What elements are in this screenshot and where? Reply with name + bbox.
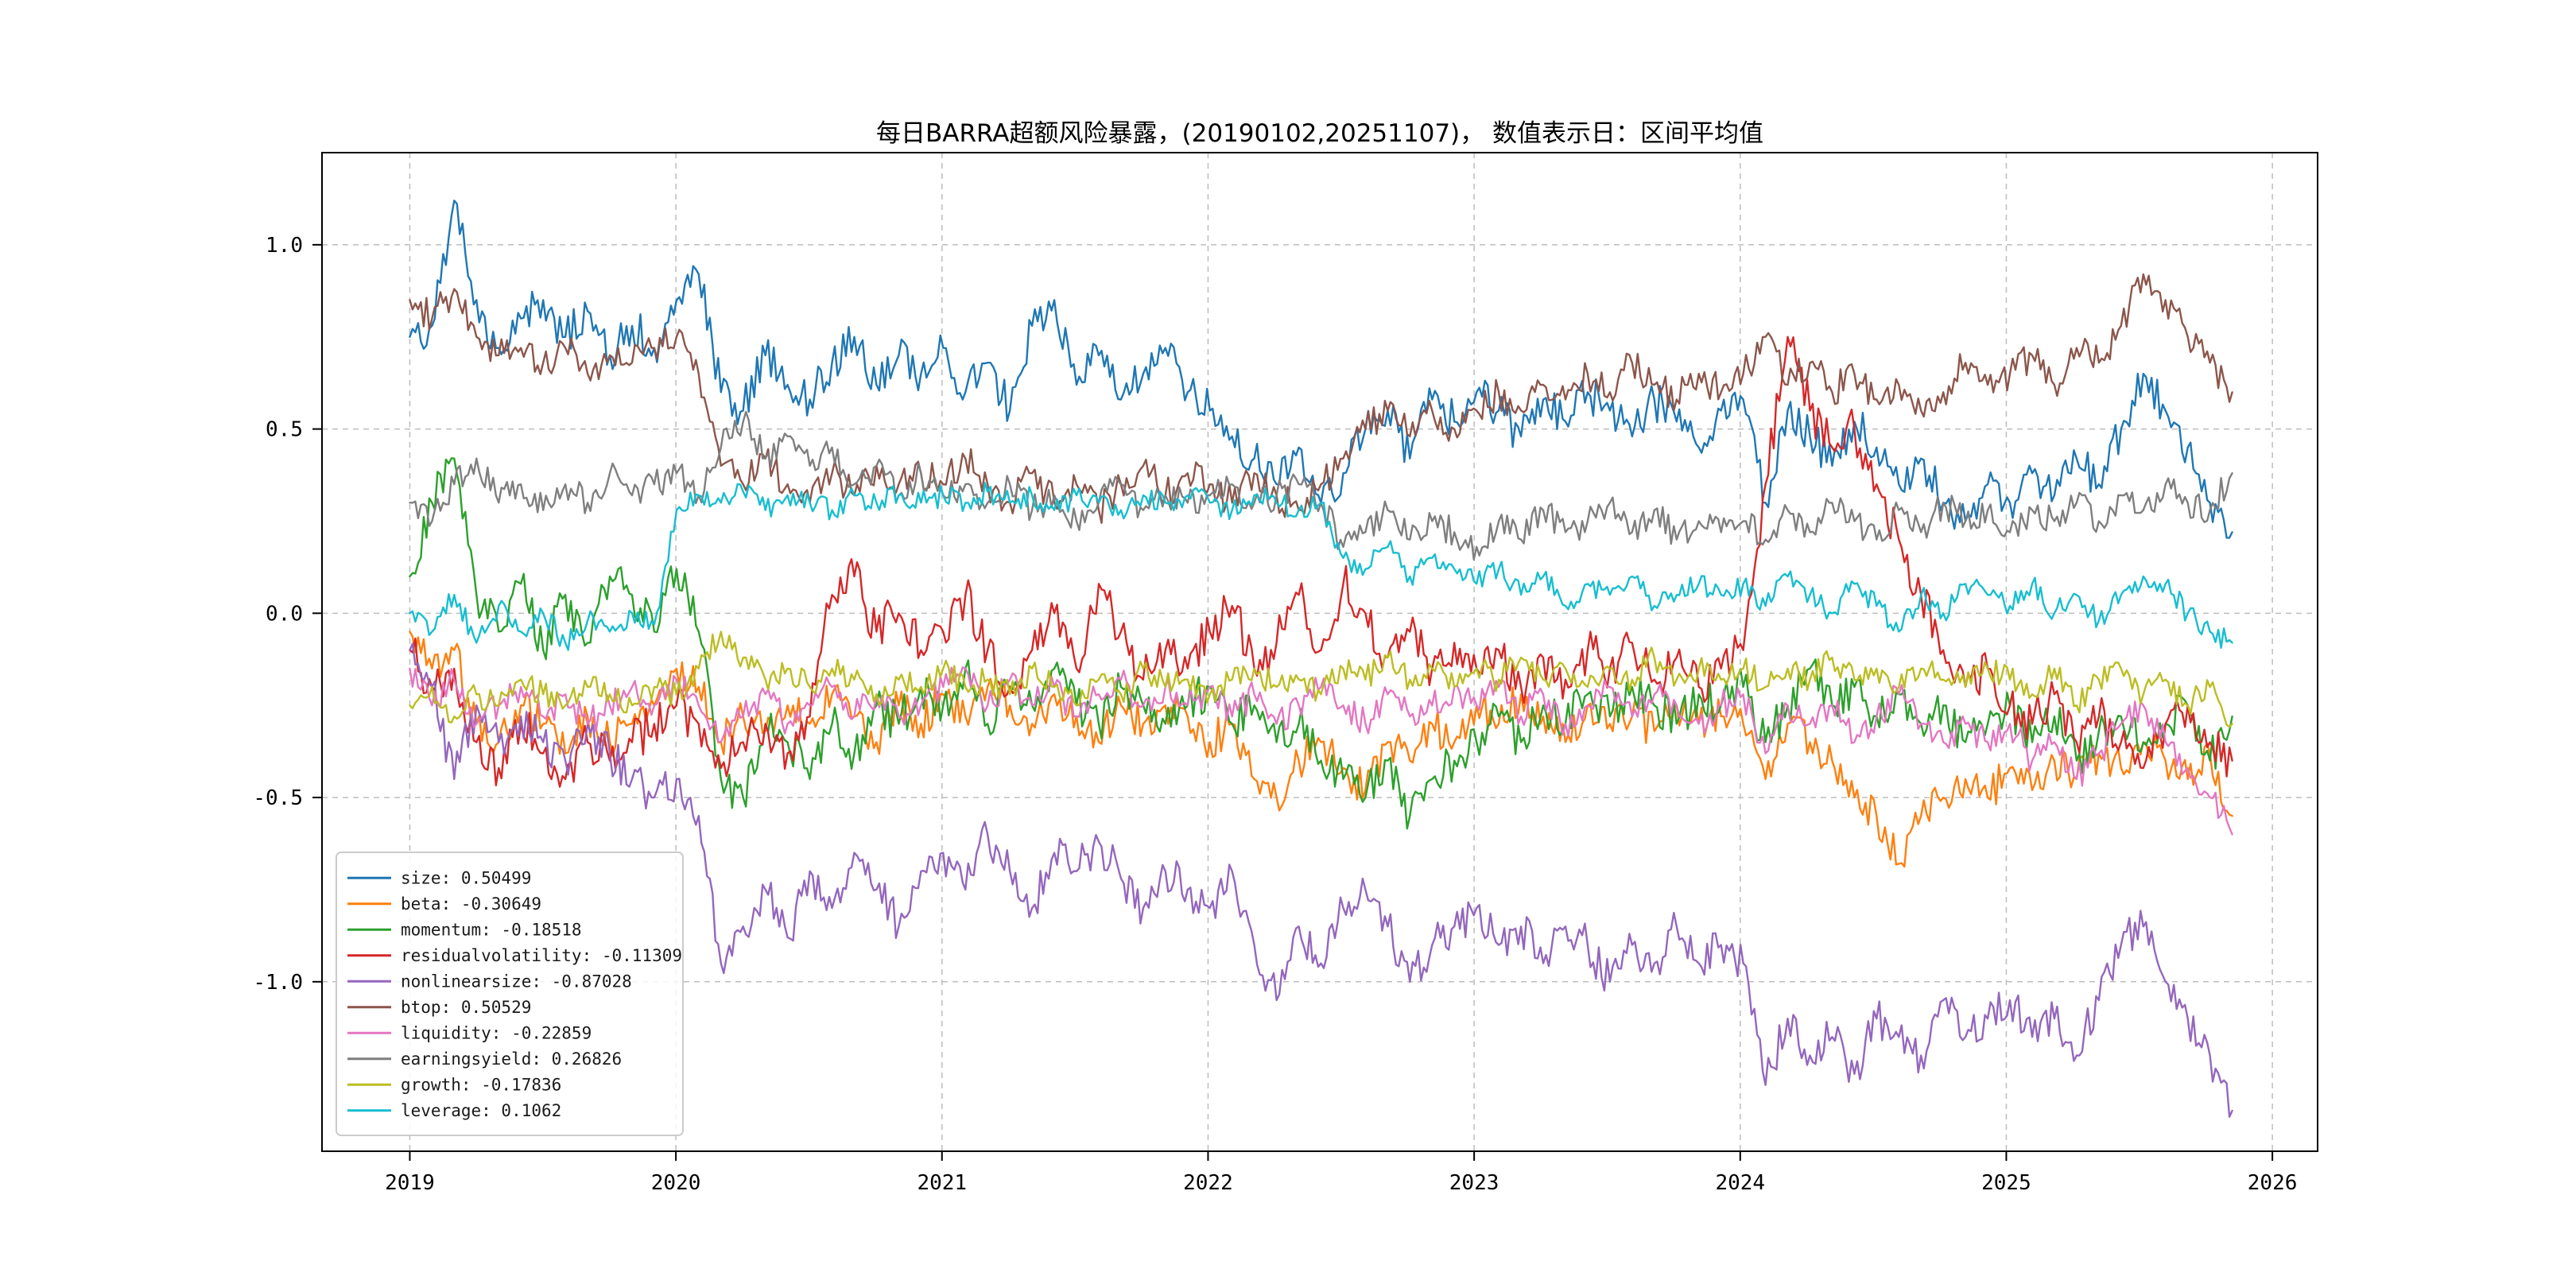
y-tick-label: -0.5 (253, 786, 303, 810)
x-tick-label: 2022 (1183, 1171, 1233, 1195)
series-line-liquidity (409, 666, 2233, 836)
y-tick-label: 0.0 (266, 602, 303, 626)
legend-label-beta: beta: -0.30649 (401, 894, 541, 914)
series-layer (409, 200, 2233, 1118)
axes-layer: 2019 2020 2021 2022 2023 2024 2025 2026 -1.0 -0.5… (253, 152, 2318, 1195)
x-tick-label: 2026 (2248, 1171, 2298, 1195)
legend-label-liquidity: liquidity: -0.22859 (401, 1023, 592, 1042)
x-tick-label: 2020 (651, 1171, 701, 1195)
series-line-nonlinearsize (409, 642, 2233, 1118)
x-tick-label: 2025 (1981, 1171, 2031, 1195)
legend-label-growth: growth: -0.17836 (401, 1075, 561, 1094)
series-line-leverage (409, 482, 2233, 651)
series-line-growth (409, 630, 2233, 728)
plot-frame (321, 152, 2318, 1152)
series-line-momentum (409, 457, 2233, 830)
series-line-btop (409, 273, 2233, 524)
y-tick-label: 0.5 (266, 418, 303, 442)
legend-label-residualvolatility: residualvolatility: -0.11309 (401, 946, 682, 965)
series-line-residualvolatility (409, 336, 2233, 788)
legend: size: 0.50499 beta: -0.30649 momentum: -0.… (336, 852, 684, 1136)
x-tick-label: 2021 (917, 1171, 967, 1195)
x-tick-label: 2024 (1715, 1171, 1765, 1195)
legend-label-earningsyield: earningsyield: 0.26826 (401, 1049, 622, 1069)
chart-title: 每日BARRA超额风险暴露，(20190102,20251107)， 数值表示日… (876, 119, 1763, 148)
y-tick-label: -1.0 (253, 971, 303, 995)
x-tick-label: 2019 (385, 1171, 435, 1195)
y-tick-label: 1.0 (266, 234, 303, 258)
legend-label-size: size: 0.50499 (401, 868, 531, 887)
legend-box (336, 852, 684, 1136)
legend-label-leverage: leverage: 0.1062 (401, 1101, 561, 1120)
x-tick-label: 2023 (1449, 1171, 1499, 1195)
legend-label-btop: btop: 0.50529 (401, 998, 531, 1017)
legend-label-nonlinearsize: nonlinearsize: -0.87028 (401, 972, 632, 991)
legend-label-momentum: momentum: -0.18518 (401, 920, 582, 939)
